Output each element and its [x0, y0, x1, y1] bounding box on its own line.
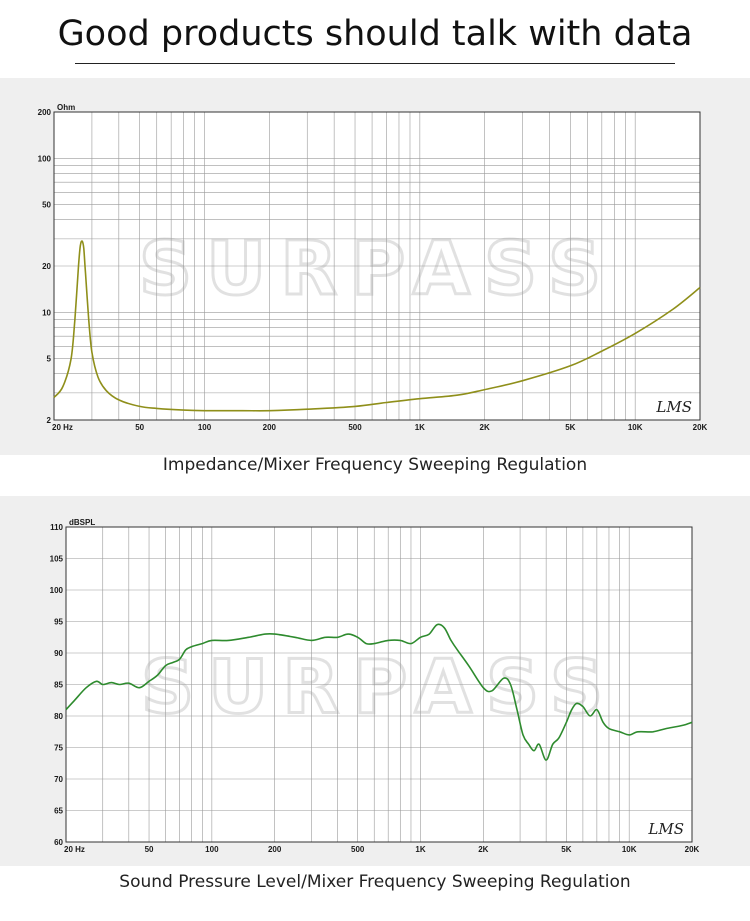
grid-lines [53, 111, 701, 421]
x-tick-label: 20K [685, 845, 700, 854]
page-headline: Good products should talk with data [57, 14, 693, 54]
y-tick-label: 110 [50, 523, 63, 532]
y-tick-label: 2 [47, 416, 52, 425]
y-tick-label: 80 [54, 712, 63, 721]
x-tick-label: 200 [263, 423, 277, 432]
y-tick-label: 60 [54, 838, 63, 847]
x-tick-label: 2K [478, 845, 488, 854]
y-tick-label: 75 [54, 744, 63, 753]
y-tick-label: 95 [54, 618, 63, 627]
y-tick-label: 50 [42, 201, 51, 210]
x-tick-label: 500 [348, 423, 362, 432]
x-tick-label: 50 [135, 423, 144, 432]
impedance-chart: SURPASS 2 5 10 20 50 100 200 20 Hz 50 100 200 500 1K 2… [38, 103, 708, 432]
lms-logo: LMS [647, 820, 684, 838]
x-tick-label: 1K [415, 845, 425, 854]
x-tick-label: 20K [693, 423, 708, 432]
y-tick-label: 65 [54, 807, 63, 816]
impedance-chart-caption: Impedance/Mixer Frequency Sweeping Regul… [162, 455, 588, 475]
x-tick-label: 10K [628, 423, 643, 432]
x-tick-label: 5K [561, 845, 571, 854]
y-tick-label: 20 [42, 262, 51, 271]
x-tick-label: 10K [622, 845, 637, 854]
lms-logo: LMS [655, 398, 692, 416]
y-unit-label: dBSPL [69, 518, 95, 527]
y-tick-label: 100 [50, 586, 64, 595]
x-tick-label: 100 [198, 423, 212, 432]
y-tick-label: 10 [42, 308, 51, 317]
plot-frame [53, 111, 701, 421]
watermark-text: SURPASS [139, 226, 615, 312]
x-tick-label: 1K [415, 423, 425, 432]
x-tick-label: 500 [351, 845, 365, 854]
y-tick-label: 85 [54, 681, 63, 690]
x-tick-label: 50 [145, 845, 154, 854]
y-unit-label: Ohm [57, 103, 75, 112]
y-tick-label: 90 [54, 649, 63, 658]
headline-underline [75, 63, 675, 64]
watermark-text: SURPASS [141, 645, 617, 731]
x-tick-label: 200 [268, 845, 282, 854]
y-tick-label: 5 [47, 355, 52, 364]
y-tick-label: 105 [50, 555, 64, 564]
x-tick-label: 2K [480, 423, 490, 432]
x-tick-label: 5K [565, 423, 575, 432]
plot-frame [65, 526, 693, 843]
y-tick-label: 100 [38, 154, 52, 163]
spl-chart-caption: Sound Pressure Level/Mixer Frequency Swe… [119, 872, 631, 892]
series-line [53, 240, 701, 412]
x-tick-label: 100 [205, 845, 219, 854]
x-tick-label: 20 Hz [64, 845, 85, 854]
x-tick-label: 20 Hz [52, 423, 73, 432]
y-tick-label: 70 [54, 775, 63, 784]
series-line [65, 623, 693, 761]
spl-chart: SURPASS 60 65 70 75 80 85 90 95 100 105 110 20 Hz 50 1… [50, 518, 700, 854]
y-tick-label: 200 [38, 108, 52, 117]
